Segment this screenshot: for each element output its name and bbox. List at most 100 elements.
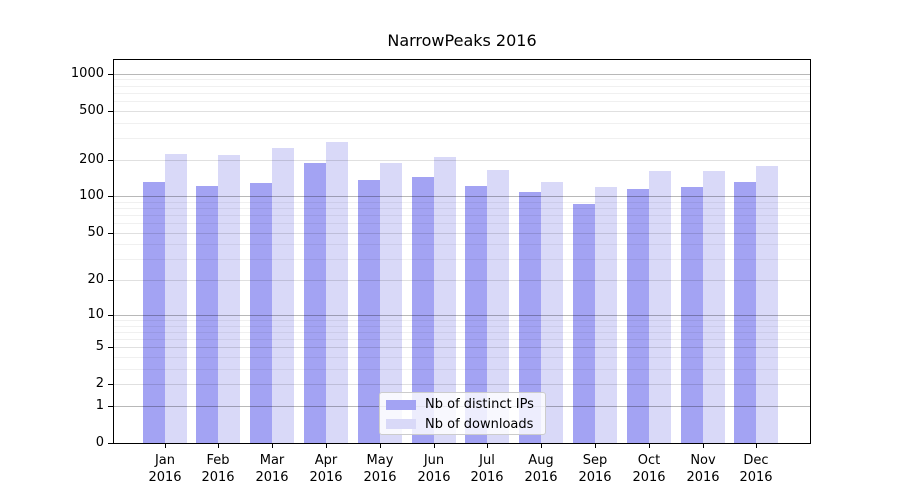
- gridline-200: [114, 160, 810, 161]
- gridline-80: [114, 208, 810, 209]
- y-tick-label-5: 5: [95, 339, 104, 354]
- bar-ips-may: [357, 180, 380, 443]
- gridline-700: [114, 93, 810, 94]
- y-tick-mark-100: [108, 196, 113, 197]
- legend-item-distinct-ips: Nb of distinct IPs: [386, 395, 539, 415]
- bar-ips-mar: [250, 183, 273, 443]
- x-tick-label-sep: Sep 2016: [578, 453, 612, 485]
- x-tick-mark-apr: [326, 444, 327, 448]
- x-tick-mark-jan: [165, 444, 166, 448]
- x-tick-label-may: May 2016: [363, 453, 397, 485]
- gridline-50: [114, 233, 810, 234]
- gridline-3: [114, 369, 810, 370]
- y-tick-mark-200: [108, 160, 113, 161]
- x-tick-label-aug: Aug 2016: [524, 453, 558, 485]
- y-tick-mark-2: [108, 384, 113, 385]
- bar-ips-nov: [680, 187, 703, 443]
- x-tick-label-jul: Jul 2016: [470, 453, 504, 485]
- gridline-6: [114, 339, 810, 340]
- x-tick-mark-nov: [703, 444, 704, 448]
- legend-label-distinct-ips: Nb of distinct IPs: [425, 397, 534, 413]
- gridline-8: [114, 326, 810, 327]
- x-tick-label-feb: Feb 2016: [201, 453, 235, 485]
- y-tick-label-0: 0: [95, 435, 104, 450]
- bar-ips-aug: [519, 192, 542, 443]
- y-tick-mark-0: [108, 443, 113, 444]
- legend-label-downloads: Nb of downloads: [425, 416, 534, 432]
- y-tick-label-500: 500: [79, 103, 104, 118]
- y-tick-mark-10: [108, 315, 113, 316]
- legend-item-downloads: Nb of downloads: [386, 415, 539, 435]
- bar-ips-jul: [465, 186, 488, 443]
- gridline-90: [114, 202, 810, 203]
- gridline-30: [114, 259, 810, 260]
- legend: Nb of distinct IPs Nb of downloads: [379, 392, 546, 435]
- x-tick-label-apr: Apr 2016: [309, 453, 343, 485]
- bar-downloads-may: [379, 163, 402, 443]
- gridline-400: [114, 123, 810, 124]
- plot-area: [113, 59, 811, 444]
- x-tick-label-oct: Oct 2016: [632, 453, 666, 485]
- x-tick-mark-mar: [272, 444, 273, 448]
- gridline-60: [114, 223, 810, 224]
- y-tick-label-10: 10: [87, 307, 104, 322]
- gridline-9: [114, 320, 810, 321]
- x-tick-mark-aug: [541, 444, 542, 448]
- x-tick-label-mar: Mar 2016: [255, 453, 289, 485]
- bar-downloads-mar: [272, 148, 295, 443]
- gridline-500: [114, 111, 810, 112]
- y-tick-mark-1000: [108, 74, 113, 75]
- gridline-5: [114, 347, 810, 348]
- y-tick-label-50: 50: [87, 225, 104, 240]
- y-tick-mark-5: [108, 347, 113, 348]
- chart-title: NarrowPeaks 2016: [387, 31, 537, 50]
- y-tick-mark-20: [108, 280, 113, 281]
- bar-ips-dec: [734, 182, 757, 443]
- gridline-2: [114, 384, 810, 385]
- gridline-100: [114, 196, 810, 197]
- gridline-40: [114, 244, 810, 245]
- bar-downloads-jun: [433, 157, 456, 443]
- bar-ips-oct: [626, 189, 649, 443]
- bar-downloads-jan: [164, 154, 187, 443]
- x-tick-label-jan: Jan 2016: [148, 453, 182, 485]
- bar-ips-jan: [142, 182, 165, 443]
- bar-downloads-feb: [218, 155, 241, 443]
- y-tick-label-200: 200: [79, 152, 104, 167]
- bar-downloads-oct: [648, 171, 671, 443]
- x-tick-label-jun: Jun 2016: [417, 453, 451, 485]
- y-tick-label-2: 2: [95, 376, 104, 391]
- gridline-70: [114, 215, 810, 216]
- x-tick-mark-sep: [595, 444, 596, 448]
- bar-ips-sep: [572, 204, 595, 443]
- x-tick-mark-jul: [487, 444, 488, 448]
- legend-swatch-distinct-ips: [386, 399, 416, 410]
- x-tick-label-nov: Nov 2016: [686, 453, 720, 485]
- legend-swatch-downloads: [386, 419, 416, 430]
- bar-downloads-jul: [487, 170, 510, 443]
- bar-downloads-nov: [702, 171, 725, 443]
- y-tick-label-100: 100: [79, 188, 104, 203]
- gridline-300: [114, 138, 810, 139]
- bar-ips-feb: [196, 186, 219, 443]
- x-tick-label-dec: Dec 2016: [739, 453, 773, 485]
- bar-downloads-sep: [594, 187, 617, 443]
- gridline-900: [114, 79, 810, 80]
- gridline-20: [114, 280, 810, 281]
- gridline-600: [114, 101, 810, 102]
- y-tick-mark-50: [108, 233, 113, 234]
- x-tick-mark-dec: [756, 444, 757, 448]
- y-tick-label-20: 20: [87, 272, 104, 287]
- bar-downloads-apr: [325, 142, 348, 443]
- y-tick-mark-1: [108, 406, 113, 407]
- y-tick-label-1: 1: [95, 398, 104, 413]
- gridline-7: [114, 332, 810, 333]
- bar-downloads-dec: [756, 166, 779, 443]
- gridline-10: [114, 315, 810, 316]
- y-tick-mark-500: [108, 111, 113, 112]
- bar-downloads-aug: [541, 182, 564, 443]
- x-tick-mark-jun: [434, 444, 435, 448]
- gridline-1000: [114, 74, 810, 75]
- x-tick-mark-feb: [218, 444, 219, 448]
